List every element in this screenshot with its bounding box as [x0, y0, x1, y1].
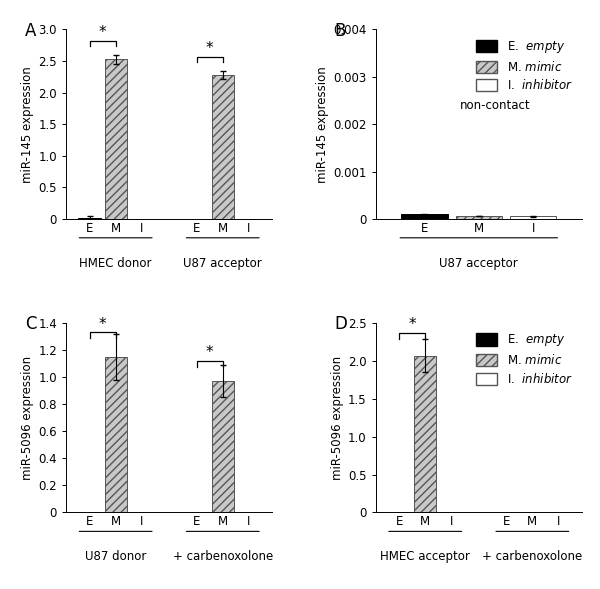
- Text: B: B: [334, 22, 346, 40]
- Bar: [414, 356, 436, 512]
- Y-axis label: miR-5096 expression: miR-5096 expression: [21, 356, 34, 480]
- Text: + carbenoxolone: + carbenoxolone: [482, 550, 583, 563]
- Text: HMEC donor: HMEC donor: [79, 257, 152, 270]
- Text: D: D: [334, 316, 347, 333]
- Text: + carbenoxolone: + carbenoxolone: [173, 550, 273, 563]
- Bar: [212, 381, 234, 512]
- Text: *: *: [99, 25, 106, 40]
- Y-axis label: miR-145 expression: miR-145 expression: [21, 66, 34, 183]
- Legend: E.  $\it{empty}$, M. $\it{mimic}$, I.  $\it{inhibitor}$: E. $\it{empty}$, M. $\it{mimic}$, I. $\i…: [472, 329, 576, 389]
- Text: U87 acceptor: U87 acceptor: [439, 257, 518, 270]
- Text: *: *: [206, 41, 214, 55]
- Bar: [79, 217, 101, 219]
- Y-axis label: miR-5096 expression: miR-5096 expression: [331, 356, 344, 480]
- Bar: [212, 75, 234, 219]
- Bar: [456, 216, 502, 219]
- Text: U87 acceptor: U87 acceptor: [184, 257, 262, 270]
- Text: *: *: [206, 345, 214, 360]
- Text: *: *: [409, 317, 416, 332]
- Bar: [401, 214, 448, 219]
- Text: *: *: [99, 316, 106, 332]
- Bar: [104, 357, 127, 512]
- Text: A: A: [25, 22, 36, 40]
- Legend: E.  $\it{empty}$, M. $\it{mimic}$, I.  $\it{inhibitor}$: E. $\it{empty}$, M. $\it{mimic}$, I. $\i…: [472, 35, 576, 96]
- Text: U87 donor: U87 donor: [85, 550, 146, 563]
- Text: non-contact: non-contact: [460, 99, 530, 112]
- Bar: [104, 59, 127, 219]
- Bar: [510, 217, 556, 219]
- Text: HMEC acceptor: HMEC acceptor: [380, 550, 470, 563]
- Y-axis label: miR-145 expression: miR-145 expression: [316, 66, 329, 183]
- Text: C: C: [25, 316, 36, 333]
